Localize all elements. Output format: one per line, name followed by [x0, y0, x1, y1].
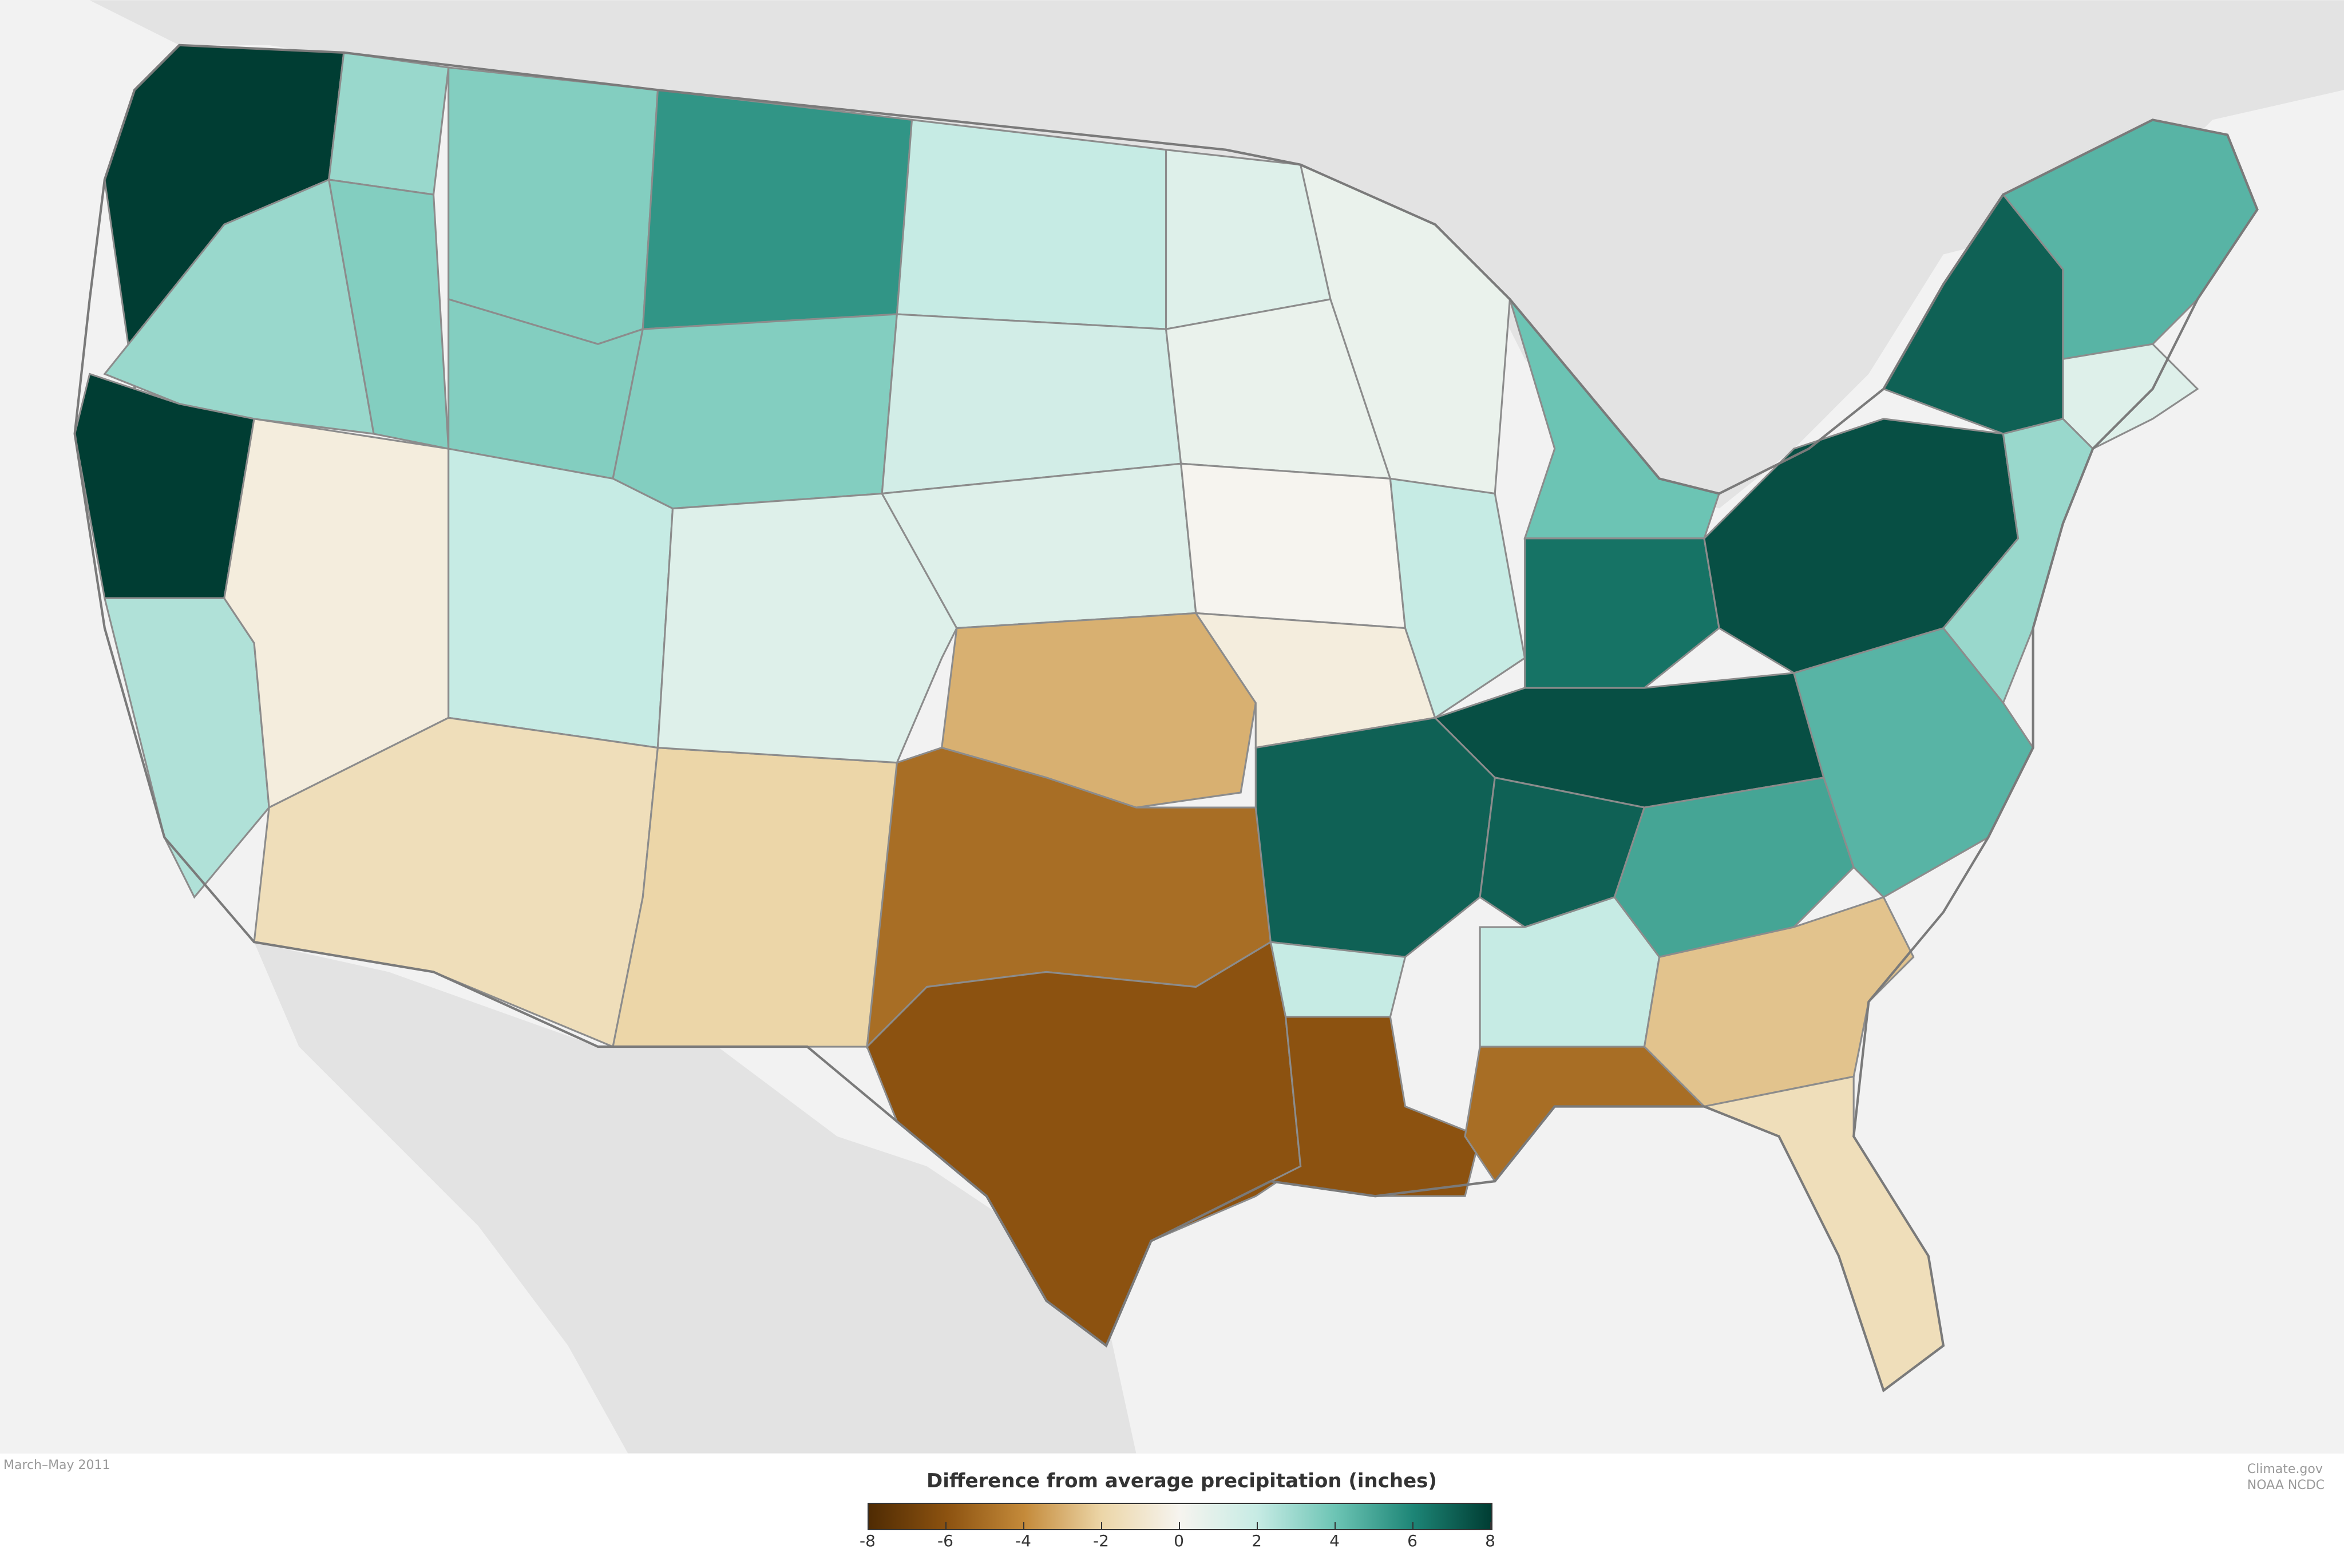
legend-tick-label: -6: [937, 1531, 953, 1550]
climate-division-region: [448, 448, 674, 749]
legend-tick-mark: [1335, 1522, 1336, 1530]
legend-title: Difference from average precipitation (i…: [926, 1470, 1437, 1492]
legend-tick-label: 4: [1329, 1531, 1340, 1550]
canada-landmass: [0, 0, 2344, 509]
legend-tick-mark: [1490, 1522, 1491, 1530]
climate-division-region: [1268, 1016, 1481, 1197]
credit-line-climate-gov: Climate.gov: [2247, 1462, 2323, 1476]
credit-line-noaa-ncdc: NOAA NCDC: [2247, 1478, 2325, 1492]
legend-tick-label: -4: [1015, 1531, 1031, 1550]
credit: Climate.gov NOAA NCDC: [2247, 1462, 2325, 1494]
climate-division-region: [1389, 477, 1526, 719]
legend-tick-mark: [868, 1522, 869, 1530]
legend-tick-mark: [1257, 1522, 1258, 1530]
legend-color-bar: [868, 1503, 1492, 1530]
legend-tick-label: -2: [1093, 1531, 1109, 1550]
us-outline: [73, 43, 2259, 1393]
legend-tick-label: 8: [1485, 1531, 1495, 1550]
legend-tick-mark: [945, 1522, 947, 1530]
climate-division-region: [642, 89, 913, 330]
climate-division-region: [612, 746, 898, 1048]
legend-tick-label: 0: [1174, 1531, 1184, 1550]
climate-division-region: [2062, 343, 2199, 450]
legend-tick-mark: [1412, 1522, 1413, 1530]
climate-division-region: [1179, 462, 1407, 629]
climate-division-region: [881, 313, 1182, 495]
climate-division-region: [612, 313, 898, 510]
legend-tick-mark: [1101, 1522, 1102, 1530]
climate-division-region: [1701, 1075, 1945, 1392]
climate-division-region: [896, 118, 1167, 330]
legend-tick-mark: [1179, 1522, 1180, 1530]
precipitation-anomaly-map: [0, 0, 2344, 1454]
map-panel: [0, 0, 2344, 1454]
mexico-landmass: [254, 942, 1137, 1454]
period-label: March–May 2011: [3, 1458, 110, 1472]
legend-tick-label: -8: [860, 1531, 876, 1550]
climate-division-region: [448, 66, 659, 345]
climate-division-region: [1523, 537, 1720, 689]
legend-tick-label: 2: [1252, 1531, 1262, 1550]
climate-division-region: [327, 52, 450, 196]
legend-tick-label: 6: [1407, 1531, 1418, 1550]
climate-division-region: [103, 597, 270, 899]
legend-tick-mark: [1023, 1522, 1024, 1530]
climate-division-region: [1254, 716, 1496, 958]
